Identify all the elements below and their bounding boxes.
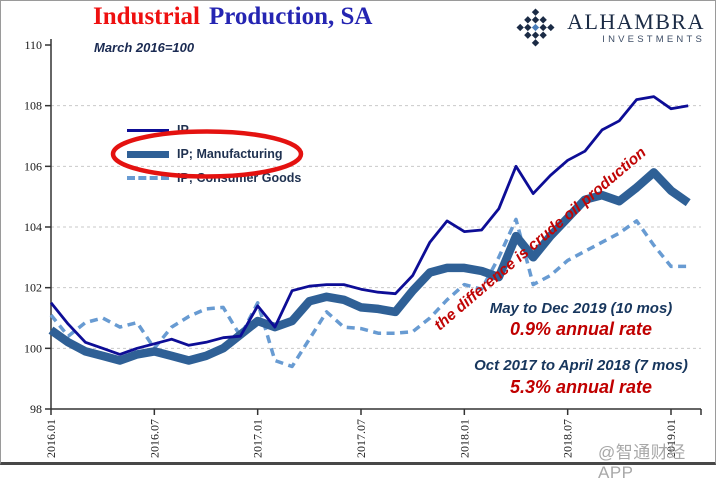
- logo-diamond-cell: [531, 8, 540, 16]
- y-tick-label: 102: [24, 281, 42, 295]
- logo-diamond-cell: [539, 23, 547, 32]
- y-tick-label: 104: [24, 220, 42, 234]
- legend-label-consumer-goods: IP; Consumer Goods: [177, 171, 302, 185]
- logo-center-diamond: [531, 23, 540, 32]
- y-tick-label: 106: [24, 159, 42, 173]
- logo-diamond-cell: [547, 23, 555, 32]
- annotation-period-2: Oct 2017 to April 2018 (7 mos): [474, 357, 688, 374]
- y-tick-label: 108: [24, 99, 42, 113]
- logo-diamond-cell: [539, 16, 547, 24]
- logo-diamond-cell: [531, 31, 540, 39]
- ip-line-swatch: [127, 128, 169, 132]
- x-tick-label: 2016.01: [44, 419, 58, 458]
- annotation-rate-2: 5.3% annual rate: [509, 377, 653, 397]
- logo-diamond-cell: [539, 31, 547, 39]
- alhambra-logo-tagline: INVESTMENTS: [602, 33, 705, 45]
- annotation-period-1: May to Dec 2019 (10 mos): [489, 300, 673, 317]
- y-tick-label: 100: [24, 341, 42, 355]
- x-tick-label: 2017.01: [251, 419, 265, 458]
- legend-label-ip: IP: [177, 123, 189, 137]
- logo-diamond-cell: [531, 16, 540, 24]
- logo-diamond-cell: [524, 23, 532, 32]
- x-tick-label: 2017.07: [354, 419, 368, 458]
- alhambra-logo: ALHAMBRA INVESTMENTS: [512, 4, 705, 51]
- chart-title-production-sa: Production, SA: [208, 3, 373, 30]
- legend-item-ip: IP: [127, 118, 301, 142]
- logo-diamond-cell: [524, 31, 532, 39]
- logo-diamond-cell: [516, 23, 524, 32]
- chart-title: Industrial Production, SA: [93, 3, 372, 31]
- legend-item-manufacturing: IP; Manufacturing: [127, 142, 301, 166]
- legend: IP IP; Manufacturing IP; Consumer Goods: [127, 118, 301, 190]
- alhambra-diamond-icon: [516, 8, 555, 47]
- logo-diamond-cell: [531, 39, 540, 47]
- y-tick-label: 98: [30, 402, 42, 416]
- legend-label-manufacturing: IP; Manufacturing: [177, 147, 283, 161]
- x-tick-label: 2016.07: [147, 419, 161, 458]
- x-tick-label: 2018.07: [561, 419, 575, 458]
- consumer-goods-line: [49, 217, 689, 369]
- watermark: @智通财经APP: [598, 443, 686, 482]
- legend-item-consumer-goods: IP; Consumer Goods: [127, 166, 301, 190]
- alhambra-logo-name: ALHAMBRA: [567, 8, 705, 34]
- x-tick-label: 2018.01: [457, 419, 471, 458]
- y-tick-label: 110: [24, 38, 42, 52]
- chart-title-industrial: Industrial: [93, 3, 200, 30]
- annotation-rate-1: 0.9% annual rate: [509, 319, 653, 339]
- alhambra-logo-text: ALHAMBRA INVESTMENTS: [567, 8, 705, 46]
- logo-diamond-cell: [524, 16, 532, 24]
- manufacturing-line-swatch: [127, 150, 169, 158]
- index-base-note: March 2016=100: [94, 40, 195, 55]
- consumer-goods-line-swatch: [127, 176, 169, 180]
